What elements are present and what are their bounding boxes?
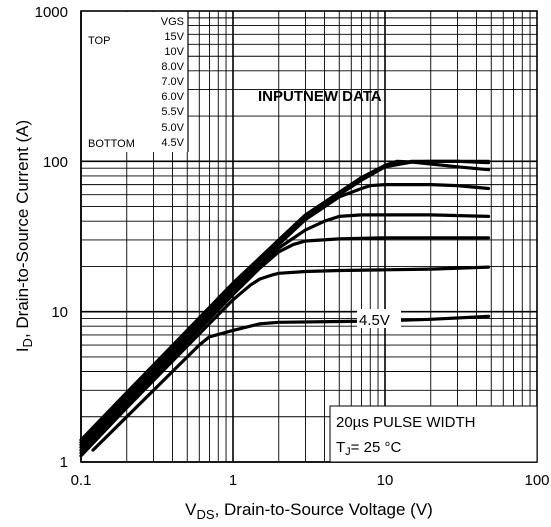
y-axis-title-rest: , Drain-to-Source Current (A): [13, 120, 32, 338]
y-axis-title-main: I: [13, 347, 32, 352]
series-line-4: [79, 213, 491, 452]
x-tick-label: 1: [229, 472, 237, 489]
pulse-width-label: 20µs PULSE WIDTH: [336, 414, 476, 431]
curve-label-background: [357, 309, 401, 328]
legend-entry: 10V: [164, 46, 184, 58]
series-line-3: [79, 183, 491, 449]
series-group: [79, 159, 491, 458]
x-axis-title-sub: DS: [197, 507, 215, 522]
tj-rest: = 25 °C: [351, 439, 402, 456]
legend-top-label: TOP: [88, 35, 110, 47]
x-tick-label: 10: [377, 472, 394, 489]
input-data-label: INPUTNEW DATA: [258, 88, 382, 105]
x-tick-label: 0.1: [71, 472, 92, 489]
legend-entry: 5.0V: [161, 122, 184, 134]
legend-header: VGS: [161, 16, 184, 28]
curve-label-4-5v: 4.5V: [359, 312, 390, 329]
legend-entry: 7.0V: [161, 76, 184, 88]
legend-bottom-label: BOTTOM: [88, 138, 135, 150]
plot-area-frame: [80, 10, 538, 463]
tj-main: T: [336, 439, 345, 456]
y-axis-title: ID, Drain-to-Source Current (A): [13, 120, 35, 352]
series-line-5: [79, 236, 491, 455]
legend-entry: 8.0V: [161, 61, 184, 73]
y-tick-label: 1: [60, 454, 68, 471]
legend-entry: 15V: [164, 31, 184, 43]
legend-entry: 5.5V: [161, 106, 184, 118]
legend-entry: 4.5V: [161, 137, 184, 149]
y-tick-label: 10: [51, 304, 68, 321]
legend-box: [82, 12, 188, 152]
junction-temp-label: TJ= 25 °C: [336, 439, 401, 458]
x-axis-title-main: V: [185, 500, 197, 519]
y-tick-label: 100: [43, 154, 68, 171]
x-axis-title-rest: , Drain-to-Source Voltage (V): [215, 500, 433, 519]
y-axis-title-sub: D: [20, 338, 35, 347]
pulse-info-box: [329, 405, 538, 463]
legend-entry: 6.0V: [161, 91, 184, 103]
tj-sub: J: [345, 446, 351, 458]
x-axis-title: VDS, Drain-to-Source Voltage (V): [185, 500, 433, 522]
series-line-6: [79, 265, 491, 458]
y-tick-label: 1000: [35, 4, 68, 21]
x-tick-label: 100: [524, 472, 549, 489]
series-line-0: [79, 159, 491, 442]
